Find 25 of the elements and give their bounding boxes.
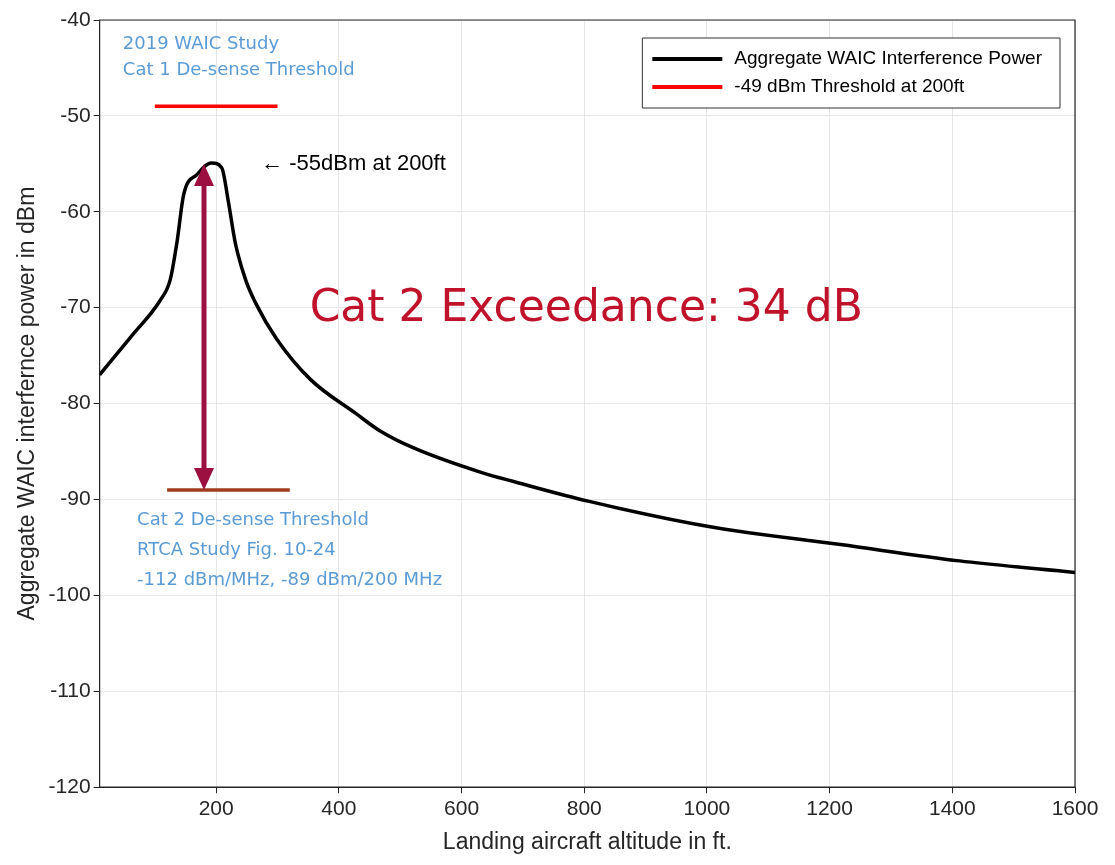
- y-axis-title: Aggregate WAIC interfernce power in dBm: [13, 186, 40, 621]
- legend-label: -49 dBm Threshold at 200ft: [734, 75, 965, 97]
- x-tick-label: 600: [444, 795, 480, 819]
- x-axis-title: Landing aircraft altitude in ft.: [442, 827, 732, 854]
- legend-label: Aggregate WAIC Interference Power: [734, 47, 1043, 69]
- x-tick-label: 800: [566, 795, 602, 819]
- x-tick-label: 200: [198, 795, 234, 819]
- y-tick-label: -120: [48, 774, 91, 797]
- y-tick-label: -110: [50, 678, 91, 702]
- annotation: Cat 2 De-sense Threshold RTCA Study Fig. 10-24 -112 dBm/MHz, -89 dBm/200 MHz: [137, 507, 443, 589]
- y-tick-label: -50: [60, 102, 91, 126]
- y-tick-label: -90: [60, 486, 91, 510]
- annotation: 2019 WAIC Study Cat 1 De-sense Threshold: [122, 31, 355, 79]
- x-tick-label: 1000: [683, 795, 731, 819]
- x-tick-label: 1200: [806, 795, 853, 819]
- y-tick-label: -40: [60, 6, 91, 30]
- x-tick-label: 1600: [1051, 795, 1099, 819]
- annotation: ← -55dBm at 200ft: [261, 149, 446, 175]
- x-tick-label: 400: [321, 795, 357, 819]
- annotation: Cat 2 Exceedance: 34 dB: [309, 280, 863, 332]
- y-tick-label: -100: [48, 582, 91, 606]
- y-tick-label: -60: [60, 198, 91, 222]
- y-tick-label: -70: [60, 294, 91, 318]
- y-tick-label: -80: [60, 390, 91, 414]
- x-tick-label: 1400: [928, 795, 976, 819]
